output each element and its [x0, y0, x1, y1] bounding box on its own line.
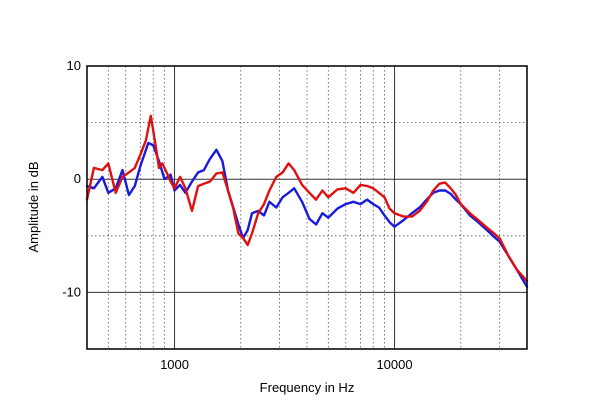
grid-lines: [87, 66, 527, 349]
x-tick-label: 10000: [376, 357, 412, 372]
y-axis-label: Amplitude in dB: [26, 161, 41, 252]
series-group: [85, 114, 529, 288]
x-axis-label: Frequency in Hz: [260, 380, 355, 395]
y-tick-label: -10: [62, 284, 81, 299]
y-tick-label: 0: [74, 171, 81, 186]
x-tick-labels: 1000 10000: [160, 357, 413, 372]
plot-border: [86, 65, 528, 350]
y-tick-label: 10: [67, 58, 81, 73]
red-series-line: [85, 114, 529, 283]
x-tick-label: 1000: [160, 357, 189, 372]
y-tick-labels: 10 0 -10: [62, 58, 81, 299]
